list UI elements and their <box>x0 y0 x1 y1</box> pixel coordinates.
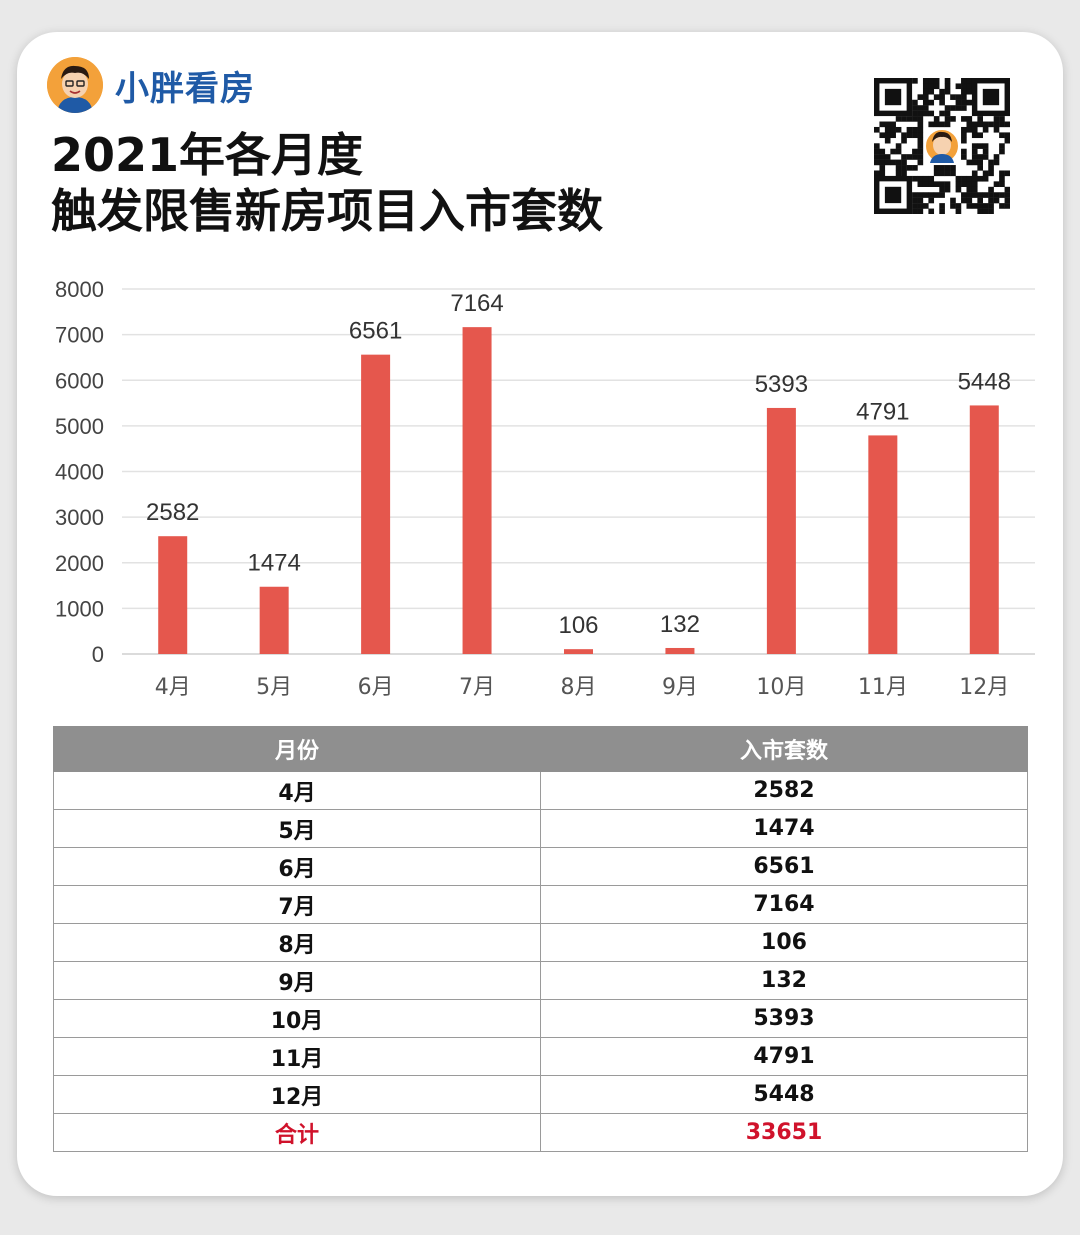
qr-code-icon <box>874 78 1010 214</box>
total-value: 33651 <box>540 1113 1028 1152</box>
data-label: 106 <box>558 612 598 639</box>
y-tick-label: 5000 <box>55 414 104 439</box>
page-title: 2021年各月度 触发限售新房项目入市套数 <box>51 127 603 239</box>
table-row: 4月 2582 <box>53 771 1028 810</box>
data-table: 月份 入市套数 4月 2582 5月 1474 6月 6561 7月 7164 8月 10… <box>53 726 1028 1152</box>
cell-units: 132 <box>540 961 1028 1000</box>
bar <box>259 586 289 654</box>
brand: 小胖看房 <box>47 57 255 113</box>
total-row: 合计 33651 <box>53 1113 1028 1152</box>
cell-units: 7164 <box>540 885 1028 924</box>
cell-units: 5393 <box>540 999 1028 1038</box>
bar <box>158 536 188 654</box>
y-tick-label: 8000 <box>55 277 104 302</box>
data-label: 6561 <box>349 318 402 345</box>
table-row: 12月 5448 <box>53 1075 1028 1114</box>
x-tick-label: 11月 <box>858 675 908 700</box>
bar <box>766 407 796 654</box>
bar <box>665 647 695 654</box>
data-label: 4791 <box>856 398 909 425</box>
y-tick-label: 4000 <box>55 460 104 485</box>
header-month: 月份 <box>53 726 541 772</box>
x-tick-label: 4月 <box>155 675 191 700</box>
bar <box>361 354 391 654</box>
bar <box>564 649 593 654</box>
cell-month: 4月 <box>53 771 541 810</box>
title-line-2: 触发限售新房项目入市套数 <box>51 184 603 238</box>
cell-month: 6月 <box>53 847 541 886</box>
cell-units: 4791 <box>540 1037 1028 1076</box>
infographic-card: 小胖看房 2021年各月度 触发限售新房项目入市套数 0 1000 2000 3000… <box>17 32 1063 1196</box>
total-label: 合计 <box>53 1113 541 1152</box>
cartoon-avatar-icon <box>47 57 103 113</box>
data-label: 5393 <box>755 371 808 398</box>
title-line-1: 2021年各月度 <box>51 128 364 182</box>
cell-month: 7月 <box>53 885 541 924</box>
bar <box>868 435 898 654</box>
x-tick-label: 5月 <box>256 675 292 700</box>
table-row: 8月 106 <box>53 923 1028 962</box>
cell-units: 2582 <box>540 771 1028 810</box>
table-row: 9月 132 <box>53 961 1028 1000</box>
header-units: 入市套数 <box>540 726 1028 772</box>
x-tick-label: 8月 <box>561 675 597 700</box>
table-row: 11月 4791 <box>53 1037 1028 1076</box>
cell-month: 5月 <box>53 809 541 848</box>
table-row: 10月 5393 <box>53 999 1028 1038</box>
data-label: 7164 <box>450 290 503 317</box>
y-tick-label: 2000 <box>55 551 104 576</box>
data-label: 132 <box>660 611 700 638</box>
data-label: 1474 <box>247 550 300 577</box>
cell-month: 8月 <box>53 923 541 962</box>
y-tick-label: 7000 <box>55 323 104 348</box>
x-tick-label: 6月 <box>358 675 394 700</box>
y-tick-label: 1000 <box>55 596 104 621</box>
x-tick-label: 7月 <box>459 675 495 700</box>
brand-name: 小胖看房 <box>115 68 255 109</box>
bar-chart: 0 1000 2000 3000 4000 5000 6000 7000 8000 2582 4月 1… <box>55 277 1035 700</box>
cell-units: 106 <box>540 923 1028 962</box>
y-tick-label: 3000 <box>55 505 104 530</box>
x-tick-label: 10月 <box>756 675 806 700</box>
table-row: 6月 6561 <box>53 847 1028 886</box>
x-tick-label: 9月 <box>662 675 698 700</box>
cell-month: 12月 <box>53 1075 541 1114</box>
table-header-row: 月份 入市套数 <box>53 726 1028 772</box>
cell-units: 1474 <box>540 809 1028 848</box>
cell-units: 5448 <box>540 1075 1028 1114</box>
y-tick-label: 0 <box>92 642 104 667</box>
bar <box>462 327 492 654</box>
x-tick-label: 12月 <box>959 675 1009 700</box>
table-row: 5月 1474 <box>53 809 1028 848</box>
y-tick-label: 6000 <box>55 368 104 393</box>
cell-units: 6561 <box>540 847 1028 886</box>
data-label: 2582 <box>146 499 199 526</box>
cell-month: 10月 <box>53 999 541 1038</box>
cell-month: 11月 <box>53 1037 541 1076</box>
cell-month: 9月 <box>53 961 541 1000</box>
bar <box>969 405 999 654</box>
data-label: 5448 <box>958 368 1011 395</box>
table-row: 7月 7164 <box>53 885 1028 924</box>
